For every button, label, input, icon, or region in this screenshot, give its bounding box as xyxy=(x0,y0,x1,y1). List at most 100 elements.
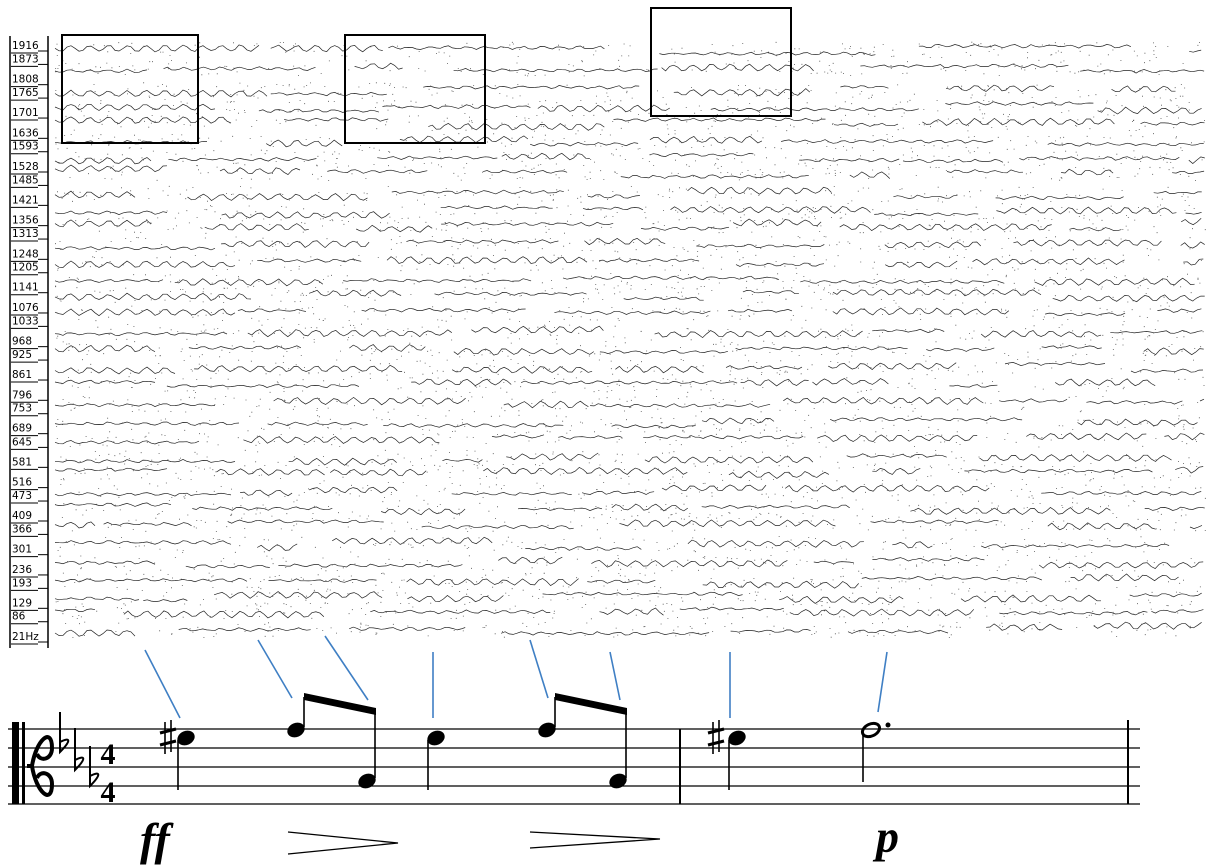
spectrogram-speckle xyxy=(56,287,1194,304)
spectrogram-trace xyxy=(54,217,1202,233)
score: 4 4 ff p xyxy=(8,693,1140,865)
highlight-box xyxy=(344,34,486,144)
connector xyxy=(144,649,181,719)
time-signature-top: 4 xyxy=(101,738,116,771)
staff xyxy=(8,720,1140,805)
spectrogram-trace xyxy=(54,417,1198,429)
spectrogram-trace xyxy=(54,84,1176,98)
spectrogram-speckle xyxy=(62,396,1199,413)
decrescendo xyxy=(529,831,661,849)
spectrogram-trace xyxy=(54,519,1203,531)
frequency-label: 689 xyxy=(12,423,32,435)
highlight-boxes xyxy=(61,7,792,144)
frequency-label: 473 xyxy=(12,490,32,502)
sharp xyxy=(707,720,725,754)
spectrogram-trace xyxy=(55,537,1201,551)
spectrogram-speckle xyxy=(55,59,1184,77)
flat xyxy=(59,712,70,755)
flat xyxy=(89,746,100,789)
frequency-label: 21Hz xyxy=(12,631,39,643)
spectrogram-trace xyxy=(54,344,1204,356)
clef-bar xyxy=(12,722,19,804)
spectrogram-speckle xyxy=(56,41,1200,59)
frequency-label: 301 xyxy=(12,544,32,556)
time-signature-bottom: 4 xyxy=(101,776,116,809)
beam xyxy=(555,693,627,715)
notes xyxy=(159,693,891,790)
spectrogram-trace xyxy=(54,44,1202,56)
frequency-label: 236 xyxy=(12,564,32,576)
frequency-label: 409 xyxy=(12,510,32,522)
spectrogram-trace xyxy=(54,152,1205,165)
connector xyxy=(609,651,621,701)
beam xyxy=(304,693,376,715)
frequency-label: 1765 xyxy=(12,87,39,99)
spectrogram-speckle xyxy=(60,482,1206,499)
spectrogram-trace xyxy=(54,288,1205,303)
hairpins xyxy=(287,831,661,855)
spectrogram-speckle xyxy=(77,359,1194,376)
spectrogram-trace xyxy=(54,325,1203,339)
frequency-label: 1313 xyxy=(12,228,39,240)
dynamic-p: p xyxy=(872,811,899,862)
note-head xyxy=(609,773,627,789)
frequency-label: 753 xyxy=(12,403,32,415)
spectrogram-speckle xyxy=(72,99,1190,116)
frequency-label: 645 xyxy=(12,436,32,448)
dot xyxy=(885,722,891,728)
spectrogram-speckle xyxy=(57,185,1189,203)
spectrogram-trace xyxy=(54,116,1205,131)
frequency-label: 861 xyxy=(12,369,32,381)
spectrogram-speckle xyxy=(55,272,1201,290)
spectrogram-speckle xyxy=(58,148,1203,166)
frequency-label: 1916 xyxy=(12,40,39,52)
frequency-label: 1873 xyxy=(12,53,39,65)
connectors xyxy=(144,635,888,719)
highlight-box xyxy=(650,7,792,117)
spectrogram-speckle xyxy=(57,254,1202,272)
spectrogram-trace xyxy=(54,432,1205,445)
frequency-label: 1485 xyxy=(12,174,39,186)
note-head xyxy=(427,730,445,746)
frequency-label: 1033 xyxy=(12,315,39,327)
note-head xyxy=(538,722,556,738)
spectrogram-speckle xyxy=(59,555,1196,572)
spectrogram-speckle xyxy=(55,515,1206,532)
spectrogram-speckle xyxy=(61,376,1205,393)
frequency-label: 1701 xyxy=(12,107,39,119)
sharp xyxy=(159,720,177,754)
spectrogram-trace xyxy=(54,361,1204,375)
spectrogram-trace xyxy=(54,591,1202,604)
frequency-label: 1593 xyxy=(12,141,39,153)
spectrogram-trace xyxy=(54,556,1204,570)
note-head xyxy=(177,730,195,746)
spectrogram-speckle xyxy=(62,340,1202,358)
frequency-label: 366 xyxy=(12,523,32,535)
connector xyxy=(529,639,549,699)
frequency-label: 796 xyxy=(12,389,32,401)
frequency-label: 1205 xyxy=(12,262,39,274)
connector xyxy=(257,639,293,699)
frequency-label: 1808 xyxy=(12,74,39,86)
spectrogram-speckle xyxy=(62,602,1183,620)
spectrogram-speckle xyxy=(88,203,1198,220)
spectrogram-speckle xyxy=(55,133,1205,150)
dynamic-ff: ff xyxy=(140,814,174,865)
frequency-label: 129 xyxy=(12,597,32,609)
frequency-label: 1076 xyxy=(12,302,39,314)
frequency-label: 1248 xyxy=(12,248,39,260)
note-head xyxy=(728,730,746,746)
frequency-label: 1636 xyxy=(12,127,39,139)
spectrogram-speckle xyxy=(55,588,1198,606)
connector xyxy=(877,651,888,713)
spectrogram-trace xyxy=(54,135,1204,148)
spectrogram-trace xyxy=(54,502,1205,516)
spectrogram-speckle xyxy=(56,305,1193,322)
frequency-label: 581 xyxy=(12,456,32,468)
frequency-label: 516 xyxy=(12,477,32,489)
spectrogram-trace xyxy=(54,186,1202,202)
connector xyxy=(324,635,369,701)
